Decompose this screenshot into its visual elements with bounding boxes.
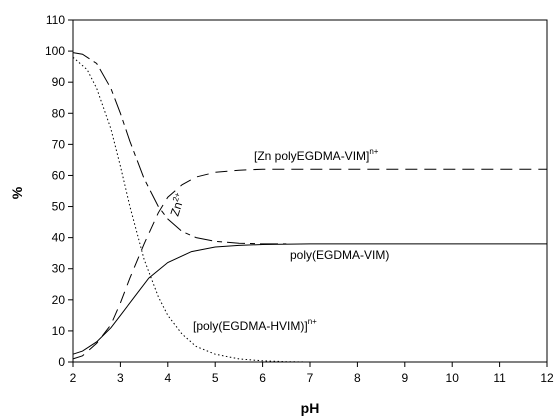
x-tick-label: 2 bbox=[70, 371, 77, 385]
x-tick-label: 12 bbox=[540, 371, 554, 385]
series-line-2 bbox=[72, 243, 547, 355]
y-tick-label: 10 bbox=[52, 324, 66, 338]
x-tick-label: 10 bbox=[446, 371, 460, 385]
x-tick-label: 3 bbox=[117, 371, 124, 385]
y-tick-label: 80 bbox=[52, 106, 66, 120]
x-tick-label: 7 bbox=[307, 371, 314, 385]
annotation-zn-ion: Zn2+ bbox=[167, 191, 189, 218]
y-tick-label: 20 bbox=[52, 293, 66, 307]
y-tick-label: 100 bbox=[45, 44, 65, 58]
x-tick-label: 5 bbox=[212, 371, 219, 385]
x-tick-label: 8 bbox=[354, 371, 361, 385]
chart-series-layer bbox=[72, 52, 547, 363]
annotation-free-polymer: poly(EGDMA-VIM) bbox=[290, 248, 389, 262]
x-tick-label: 6 bbox=[259, 371, 266, 385]
series-line-0 bbox=[72, 168, 547, 360]
y-tick-label: 50 bbox=[52, 200, 66, 214]
annotation-zn-complex: [Zn polyEGDMA-VIM]n+ bbox=[254, 147, 379, 163]
series-line-3 bbox=[72, 56, 311, 363]
y-axis-title: % bbox=[9, 186, 25, 199]
y-tick-label: 0 bbox=[58, 355, 65, 369]
x-tick-label: 11 bbox=[493, 371, 506, 385]
x-axis-title: pH bbox=[301, 400, 320, 416]
y-tick-label: 60 bbox=[52, 168, 66, 182]
x-tick-label: 4 bbox=[164, 371, 171, 385]
chart-annotations: [Zn polyEGDMA-VIM]n+ Zn2+ poly(EGDMA-VIM… bbox=[167, 147, 390, 333]
annotation-protonated-polymer: [poly(EGDMA-HVIM)]n+ bbox=[193, 317, 317, 333]
plot-frame bbox=[72, 19, 548, 363]
y-tick-label: 90 bbox=[52, 75, 66, 89]
x-tick-label: 9 bbox=[401, 371, 408, 385]
y-tick-label: 30 bbox=[52, 262, 66, 276]
chart-axes: 0 10 20 30 40 50 60 70 80 90 100 110 2 3 4 5 6 7 8 9 10 11 12 bbox=[45, 13, 554, 385]
series-line-1 bbox=[72, 52, 287, 245]
y-tick-label: 110 bbox=[46, 13, 65, 27]
y-tick-label: 40 bbox=[52, 231, 66, 245]
y-tick-label: 70 bbox=[52, 137, 66, 151]
